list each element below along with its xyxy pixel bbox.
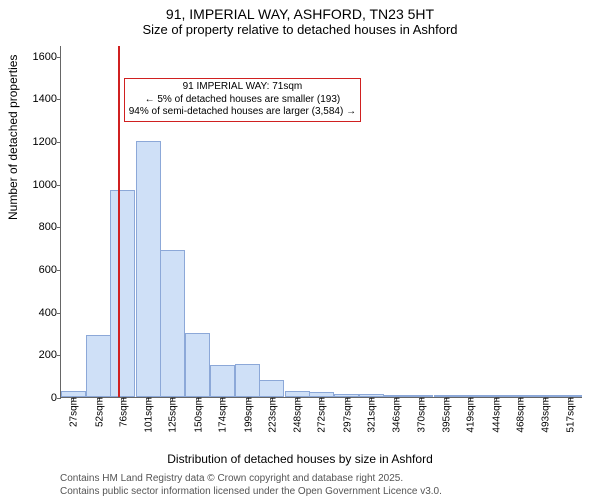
x-tick-label: 419sqm	[464, 397, 477, 433]
x-tick-label: 248sqm	[291, 397, 304, 433]
footer-line2: Contains public sector information licen…	[60, 485, 442, 498]
property-marker-line	[118, 46, 120, 397]
y-tick-mark	[57, 99, 61, 100]
x-tick-label: 517sqm	[563, 397, 576, 433]
y-tick-mark	[57, 398, 61, 399]
chart-container: 91, IMPERIAL WAY, ASHFORD, TN23 5HT Size…	[0, 0, 600, 500]
x-tick-label: 27sqm	[67, 397, 80, 427]
y-tick-mark	[57, 57, 61, 58]
x-tick-label: 150sqm	[191, 397, 204, 433]
histogram-bar	[235, 364, 260, 397]
x-tick-label: 125sqm	[166, 397, 179, 433]
x-tick-label: 370sqm	[414, 397, 427, 433]
histogram-bar	[185, 333, 210, 397]
x-tick-label: 101sqm	[142, 397, 155, 433]
y-tick-mark	[57, 313, 61, 314]
x-tick-label: 297sqm	[340, 397, 353, 433]
histogram-bar	[259, 380, 284, 397]
chart-subtitle: Size of property relative to detached ho…	[0, 22, 600, 41]
x-tick-label: 444sqm	[489, 397, 502, 433]
y-tick-mark	[57, 142, 61, 143]
x-tick-label: 272sqm	[315, 397, 328, 433]
histogram-bar	[136, 141, 161, 397]
footer-line1: Contains HM Land Registry data © Crown c…	[60, 472, 442, 485]
histogram-bar	[210, 365, 235, 397]
y-tick-mark	[57, 185, 61, 186]
x-tick-label: 346sqm	[390, 397, 403, 433]
plot-area: 91 IMPERIAL WAY: 71sqm ← 5% of detached …	[60, 46, 582, 398]
x-tick-label: 174sqm	[216, 397, 229, 433]
x-tick-label: 395sqm	[440, 397, 453, 433]
callout-box: 91 IMPERIAL WAY: 71sqm ← 5% of detached …	[124, 78, 361, 122]
y-tick-mark	[57, 227, 61, 228]
callout-line1: 91 IMPERIAL WAY: 71sqm	[129, 81, 356, 94]
footer-attribution: Contains HM Land Registry data © Crown c…	[60, 472, 442, 498]
x-tick-label: 468sqm	[514, 397, 527, 433]
histogram-bar	[86, 335, 111, 397]
x-tick-label: 199sqm	[241, 397, 254, 433]
histogram-bar	[160, 250, 185, 397]
x-tick-label: 52sqm	[92, 397, 105, 427]
x-tick-label: 493sqm	[539, 397, 552, 433]
chart-title: 91, IMPERIAL WAY, ASHFORD, TN23 5HT	[0, 0, 600, 22]
x-axis-label: Distribution of detached houses by size …	[0, 452, 600, 466]
x-tick-label: 321sqm	[365, 397, 378, 433]
y-axis-label: Number of detached properties	[6, 55, 20, 220]
y-tick-mark	[57, 270, 61, 271]
y-tick-mark	[57, 355, 61, 356]
callout-line2: ← 5% of detached houses are smaller (193…	[129, 94, 356, 107]
histogram-bar	[110, 190, 135, 397]
x-tick-label: 223sqm	[265, 397, 278, 433]
callout-line3: 94% of semi-detached houses are larger (…	[129, 106, 356, 119]
x-tick-label: 76sqm	[116, 397, 129, 427]
